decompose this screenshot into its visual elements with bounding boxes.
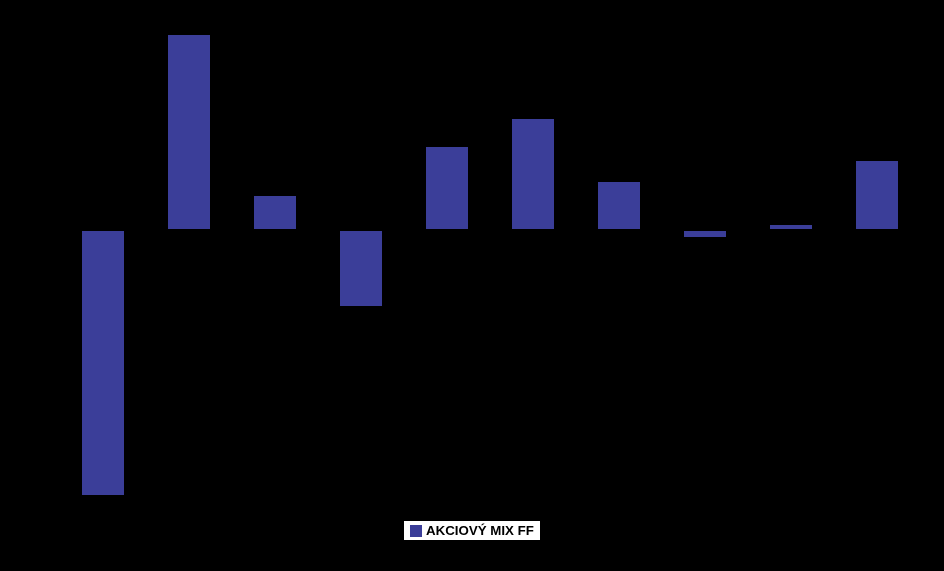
bar <box>81 230 125 496</box>
bar <box>683 230 727 238</box>
bar <box>855 160 899 230</box>
bar <box>339 230 383 307</box>
legend-label: AKCIOVÝ MIX FF <box>426 523 534 538</box>
bar <box>597 181 641 230</box>
bar <box>511 118 555 230</box>
bar-chart: AKCIOVÝ MIX FF <box>0 0 944 571</box>
legend-swatch <box>410 525 422 537</box>
bar <box>425 146 469 230</box>
bar <box>253 195 297 230</box>
legend: AKCIOVÝ MIX FF <box>403 520 541 541</box>
bar <box>769 224 813 230</box>
bar <box>167 34 211 230</box>
plot-area <box>60 20 920 510</box>
